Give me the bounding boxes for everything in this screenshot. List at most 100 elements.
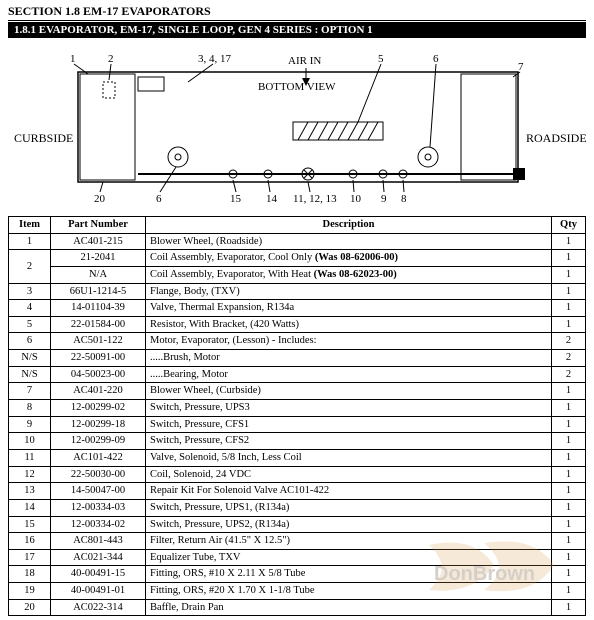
cell-qty: 1 (552, 583, 586, 600)
cell-qty: 2 (552, 366, 586, 383)
evaporator-diagram: CURBSIDE ROADSIDE (8, 42, 586, 212)
cell-item: 10 (9, 433, 51, 450)
table-row: 16AC801-443Filter, Return Air (41.5" X 1… (9, 533, 586, 550)
cell-part-number: AC801-443 (51, 533, 146, 550)
cell-item: 3 (9, 283, 51, 300)
callout-3-4-17: 3, 4, 17 (198, 53, 232, 65)
cell-part-number: 12-00299-02 (51, 400, 146, 417)
cell-item: 15 (9, 516, 51, 533)
cell-item: 5 (9, 316, 51, 333)
cell-part-number: 22-50030-00 (51, 466, 146, 483)
cell-qty: 1 (552, 516, 586, 533)
cell-part-number: 40-00491-01 (51, 583, 146, 600)
cell-part-number: AC022-314 (51, 599, 146, 616)
cell-description: Valve, Solenoid, 5/8 Inch, Less Coil (146, 449, 552, 466)
cell-item: 8 (9, 400, 51, 417)
callout-14: 14 (266, 193, 278, 205)
table-row: 522-01584-00Resistor, With Bracket, (420… (9, 316, 586, 333)
cell-description: Flange, Body, (TXV) (146, 283, 552, 300)
cell-item: 17 (9, 549, 51, 566)
cell-qty: 2 (552, 333, 586, 350)
cell-part-number: 12-00299-18 (51, 416, 146, 433)
cell-description: Switch, Pressure, CFS1 (146, 416, 552, 433)
cell-item: 20 (9, 599, 51, 616)
cell-item: 13 (9, 483, 51, 500)
table-row: 1AC401-215Blower Wheel, (Roadside)1 (9, 233, 586, 250)
cell-part-number: 12-00299-09 (51, 433, 146, 450)
cell-description: Coil Assembly, Evaporator, Cool Only (Wa… (146, 250, 552, 267)
callout-2: 2 (108, 53, 114, 65)
label-roadside: ROADSIDE (526, 131, 586, 145)
cell-part-number: 21-2041 (51, 250, 146, 267)
cell-part-number: 22-50091-00 (51, 350, 146, 367)
cell-qty: 1 (552, 599, 586, 616)
cell-item: 4 (9, 300, 51, 317)
cell-item: 11 (9, 449, 51, 466)
col-item: Item (9, 217, 51, 234)
label-air-in: AIR IN (288, 55, 321, 67)
table-row: 812-00299-02Switch, Pressure, UPS31 (9, 400, 586, 417)
cell-part-number: AC101-422 (51, 449, 146, 466)
cell-item: 7 (9, 383, 51, 400)
cell-description: Switch, Pressure, UPS1, (R134a) (146, 499, 552, 516)
callout-6b: 6 (156, 193, 162, 205)
table-row: 7AC401-220Blower Wheel, (Curbside)1 (9, 383, 586, 400)
callout-1: 1 (70, 53, 76, 65)
callout-11-12-13: 11, 12, 13 (293, 193, 337, 205)
table-row: 6AC501-122Motor, Evaporator, (Lesson) - … (9, 333, 586, 350)
cell-item: 6 (9, 333, 51, 350)
cell-item: 2 (9, 250, 51, 283)
cell-item: 16 (9, 533, 51, 550)
cell-part-number: 14-50047-00 (51, 483, 146, 500)
diagram-svg: CURBSIDE ROADSIDE (8, 42, 586, 212)
label-bottom-view: BOTTOM VIEW (258, 81, 336, 93)
cell-qty: 1 (552, 383, 586, 400)
cell-part-number: 04-50023-00 (51, 366, 146, 383)
cell-description: .....Bearing, Motor (146, 366, 552, 383)
cell-description: Motor, Evaporator, (Lesson) - Includes: (146, 333, 552, 350)
cell-description: Valve, Thermal Expansion, R134a (146, 300, 552, 317)
col-part: Part Number (51, 217, 146, 234)
table-row: N/S22-50091-00.....Brush, Motor2 (9, 350, 586, 367)
table-row: 221-2041Coil Assembly, Evaporator, Cool … (9, 250, 586, 267)
cell-qty: 1 (552, 266, 586, 283)
cell-qty: 1 (552, 566, 586, 583)
callout-5: 5 (378, 53, 384, 65)
cell-qty: 1 (552, 499, 586, 516)
cell-part-number: AC401-215 (51, 233, 146, 250)
cell-item: 1 (9, 233, 51, 250)
cell-part-number: 14-01104-39 (51, 300, 146, 317)
cell-description: Coil, Solenoid, 24 VDC (146, 466, 552, 483)
cell-item: N/S (9, 366, 51, 383)
cell-qty: 1 (552, 466, 586, 483)
cell-description: Switch, Pressure, UPS2, (R134a) (146, 516, 552, 533)
cell-description: Resistor, With Bracket, (420 Watts) (146, 316, 552, 333)
cell-description: Switch, Pressure, UPS3 (146, 400, 552, 417)
cell-qty: 1 (552, 250, 586, 267)
cell-qty: 1 (552, 533, 586, 550)
callout-8: 8 (401, 193, 407, 205)
cell-qty: 1 (552, 449, 586, 466)
cell-qty: 1 (552, 316, 586, 333)
cell-part-number: AC501-122 (51, 333, 146, 350)
col-qty: Qty (552, 217, 586, 234)
callout-20: 20 (94, 193, 106, 205)
cell-item: 18 (9, 566, 51, 583)
callout-10: 10 (350, 193, 362, 205)
section-header: SECTION 1.8 EM-17 EVAPORATORS (8, 4, 586, 21)
cell-description: Blower Wheel, (Roadside) (146, 233, 552, 250)
cell-description: Blower Wheel, (Curbside) (146, 383, 552, 400)
table-row: 11AC101-422Valve, Solenoid, 5/8 Inch, Le… (9, 449, 586, 466)
cell-part-number: AC021-344 (51, 549, 146, 566)
cell-item: 14 (9, 499, 51, 516)
cell-part-number: 22-01584-00 (51, 316, 146, 333)
cell-description: Switch, Pressure, CFS2 (146, 433, 552, 450)
cell-description: Baffle, Drain Pan (146, 599, 552, 616)
cell-description: Fitting, ORS, #10 X 2.11 X 5/8 Tube (146, 566, 552, 583)
cell-part-number: N/A (51, 266, 146, 283)
cell-part-number: 66U1-1214-5 (51, 283, 146, 300)
label-curbside: CURBSIDE (14, 131, 73, 145)
table-row: 20AC022-314Baffle, Drain Pan1 (9, 599, 586, 616)
cell-description: .....Brush, Motor (146, 350, 552, 367)
cell-description: Filter, Return Air (41.5" X 12.5") (146, 533, 552, 550)
